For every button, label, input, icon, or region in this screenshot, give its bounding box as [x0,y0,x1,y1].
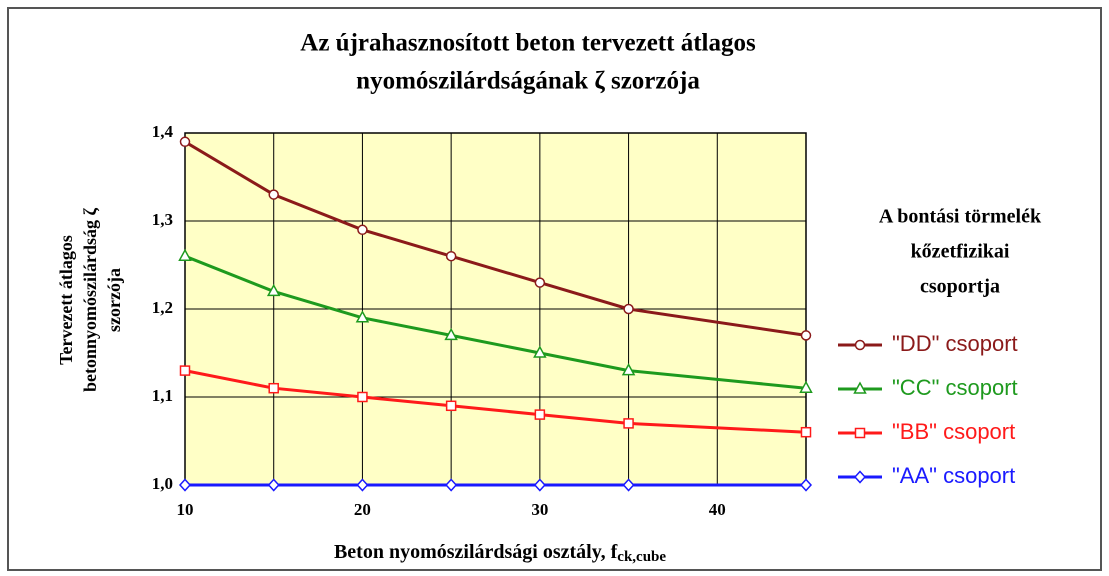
y-tick-label: 1,4 [152,122,174,141]
data-point [179,365,191,376]
data-point [268,382,279,394]
data-point [800,330,812,341]
legend-title: A bontási törmelék [879,206,1042,228]
legend-label: "AA" csoport [892,463,1015,488]
y-axis-label-line: szorzója [104,268,124,332]
x-tick-label: 10 [177,500,194,519]
data-point [355,310,370,323]
y-axis-label: Tervezett átlagos betonnyomószilárdság ζ… [56,207,124,392]
data-point [445,478,458,492]
data-point [356,478,369,492]
x-tick-label: 20 [354,500,371,519]
data-point [533,345,547,358]
y-axis-label-line: Tervezett átlagos [56,235,76,365]
data-point [799,380,813,393]
y-tick-label: 1,0 [152,474,173,493]
y-tick-label: 1,2 [152,298,173,317]
legend-title: kőzetfizikai [911,241,1010,263]
data-point [534,409,546,420]
data-point [357,391,368,403]
legend-title: csoportja [920,276,1000,298]
chart-title: Az újrahasznosított beton tervezett átla… [300,30,756,57]
data-point [621,363,636,376]
data-point [357,224,368,236]
data-point [623,418,634,429]
legend-label: "CC" csoport [892,375,1018,400]
legend-marker [854,427,866,439]
y-tick-label: 1,3 [152,210,173,229]
data-point [533,478,546,492]
legend-marker [853,381,867,394]
x-axis-label-sub: ck,cube [617,549,666,565]
data-point [623,303,634,315]
data-point [800,426,812,438]
legend-marker [854,339,866,351]
y-axis-label-line: betonnyomószilárdság ζ [80,207,100,392]
x-tick-label: 40 [709,500,726,519]
data-point [267,478,280,492]
data-point [622,478,635,492]
data-point [178,248,192,261]
legend-marker [853,470,867,484]
x-axis-label-main: Beton nyomószilárdsági osztály, f [334,541,618,563]
data-point [534,277,546,288]
data-point [266,283,281,297]
chart-title: nyomószilárdságának ζ szorzója [356,68,700,95]
data-point [445,400,457,412]
data-point [179,136,191,148]
y-tick-label: 1,1 [152,386,173,405]
x-axis-label: Beton nyomószilárdsági osztály, fck,cube [334,541,666,566]
data-point [268,189,279,200]
x-tick-label: 30 [531,500,548,519]
data-point [178,478,192,492]
legend-label: "BB" csoport [892,419,1015,444]
data-point [799,478,813,492]
data-point [445,250,457,262]
data-point [444,327,458,341]
legend-label: "DD" csoport [892,331,1018,356]
